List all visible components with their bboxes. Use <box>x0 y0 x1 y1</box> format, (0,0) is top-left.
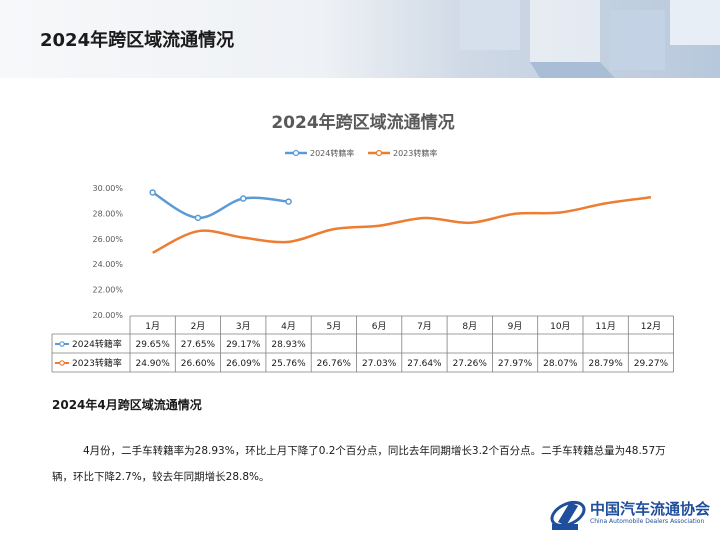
x-tick-label: 1月 <box>145 321 160 332</box>
table-series-name: 2024转籍率 <box>72 338 122 350</box>
table-value: 27.03% <box>362 359 397 369</box>
series-lines <box>149 189 652 254</box>
table-series-name: 2023转籍率 <box>72 357 122 369</box>
table-value: 26.60% <box>181 359 216 369</box>
table-series-marker <box>59 341 65 347</box>
legend-marker <box>375 149 383 157</box>
table-value: 27.64% <box>407 359 442 369</box>
association-logo: 中国汽车流通协会 China Automobile Dealers Associ… <box>548 494 718 534</box>
table-value: 27.65% <box>181 340 216 350</box>
section-title: 2024年4月跨区域流通情况 <box>52 398 202 412</box>
table-value: 29.65% <box>135 340 170 350</box>
data-point <box>240 195 247 202</box>
legend-marker <box>292 149 300 157</box>
page-title: 2024年跨区域流通情况 <box>40 30 235 51</box>
data-point <box>285 198 292 205</box>
table-value: 29.17% <box>226 340 261 350</box>
x-tick-label: 3月 <box>236 321 251 332</box>
table-series-marker <box>59 360 65 366</box>
legend-label: 2024转籍率 <box>310 148 354 158</box>
x-tick-label: 5月 <box>326 321 341 332</box>
x-tick-label: 2月 <box>191 321 206 332</box>
x-tick-label: 7月 <box>417 321 432 332</box>
header-banner: 2024年跨区域流通情况 <box>0 0 720 78</box>
data-point <box>194 214 202 222</box>
chart-container: 2024年跨区域流通情况 2024转籍率 2023转籍率 20.00% 22.00%… <box>0 100 720 390</box>
table-value: 28.07% <box>543 359 578 369</box>
table-value: 26.09% <box>226 359 261 369</box>
x-tick-label: 10月 <box>550 321 570 332</box>
y-tick-label: 26.00% <box>92 235 123 244</box>
x-tick-label: 8月 <box>462 321 477 332</box>
y-tick-label: 22.00% <box>92 286 123 295</box>
series-line-0 <box>151 191 289 220</box>
chart-legend: 2024转籍率 2023转籍率 <box>285 148 437 158</box>
logo-emblem-icon <box>550 500 586 530</box>
line-chart: 2024年跨区域流通情况 2024转籍率 2023转籍率 20.00% 22.00%… <box>51 112 674 373</box>
data-table: 1月 2月 3月 4月 5月 6月 7月 8月 9月 10月 11月 12月 2024转籍率 29.65%… <box>51 315 674 373</box>
y-tick-label: 20.00% <box>92 311 123 320</box>
y-tick-label: 24.00% <box>92 260 123 269</box>
header-decoration <box>460 0 720 78</box>
chart-title: 2024年跨区域流通情况 <box>271 112 454 133</box>
x-tick-label: 6月 <box>372 321 387 332</box>
table-value: 25.76% <box>271 359 306 369</box>
table-value: 29.27% <box>634 359 669 369</box>
y-axis: 20.00% 22.00% 24.00% 26.00% 28.00% 30.00% <box>92 184 123 320</box>
table-value: 26.76% <box>317 359 352 369</box>
series-line-1 <box>152 196 652 254</box>
summary-paragraph: 4月份，二手车转籍率为28.93%，环比上月下降了0.2个百分点，同比去年同期增… <box>52 445 666 483</box>
logo-name: 中国汽车流通协会 <box>590 500 711 518</box>
table-value: 24.90% <box>135 359 170 369</box>
x-tick-label: 4月 <box>281 321 296 332</box>
table-value: 27.97% <box>498 359 533 369</box>
x-tick-label: 12月 <box>641 321 661 332</box>
x-tick-label: 9月 <box>508 321 523 332</box>
y-tick-label: 28.00% <box>92 209 123 218</box>
x-tick-label: 11月 <box>595 321 615 332</box>
table-value: 27.26% <box>453 359 488 369</box>
table-value: 28.93% <box>271 340 306 350</box>
legend-label: 2023转籍率 <box>393 148 437 158</box>
logo-subtitle: China Automobile Dealers Association <box>590 518 705 525</box>
table-value: 28.79% <box>588 359 623 369</box>
data-point <box>149 189 156 196</box>
y-tick-label: 30.00% <box>92 184 123 193</box>
